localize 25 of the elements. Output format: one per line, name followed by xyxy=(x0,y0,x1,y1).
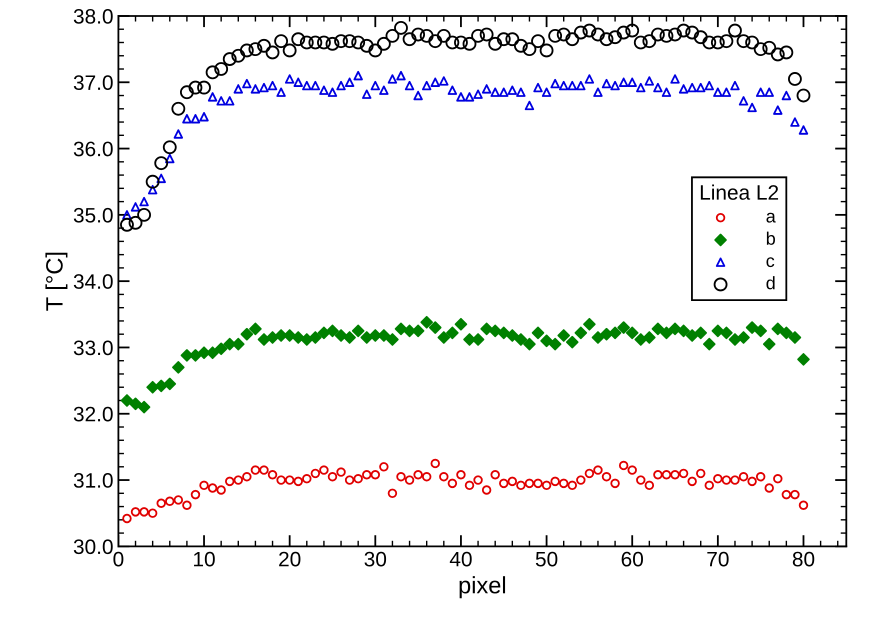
y-tick-label: 31.0 xyxy=(74,473,113,488)
legend-label: b xyxy=(766,232,775,245)
legend-label: d xyxy=(766,276,775,290)
x-tick-label: 0 xyxy=(113,552,124,567)
x-tick-label: 20 xyxy=(279,552,300,567)
x-tick-label: 50 xyxy=(536,552,558,567)
x-tick-label: 70 xyxy=(707,552,729,567)
legend-label: a xyxy=(766,212,776,223)
x-tick-label: 10 xyxy=(194,552,215,567)
x-tick-label: 40 xyxy=(450,552,472,567)
legend-title: Linea L2 xyxy=(700,184,778,200)
x-tick-label: 30 xyxy=(364,552,386,567)
y-tick-label: 36.0 xyxy=(74,142,113,156)
y-tick-label: 34.0 xyxy=(74,274,113,289)
y-tick-label: 32.0 xyxy=(74,406,113,422)
y-tick-label: 30.0 xyxy=(74,539,113,554)
y-tick-label: 33.0 xyxy=(74,340,113,356)
y-axis-title: T [°C] xyxy=(45,252,68,311)
y-tick-label: 38.0 xyxy=(74,8,113,24)
x-axis-title: pixel xyxy=(460,576,506,598)
x-tick-label: 80 xyxy=(792,552,814,567)
y-tick-label: 35.0 xyxy=(74,208,113,223)
x-tick-label: 60 xyxy=(622,552,643,567)
y-tick-label: 37.0 xyxy=(74,75,113,90)
legend-label: c xyxy=(766,257,774,268)
